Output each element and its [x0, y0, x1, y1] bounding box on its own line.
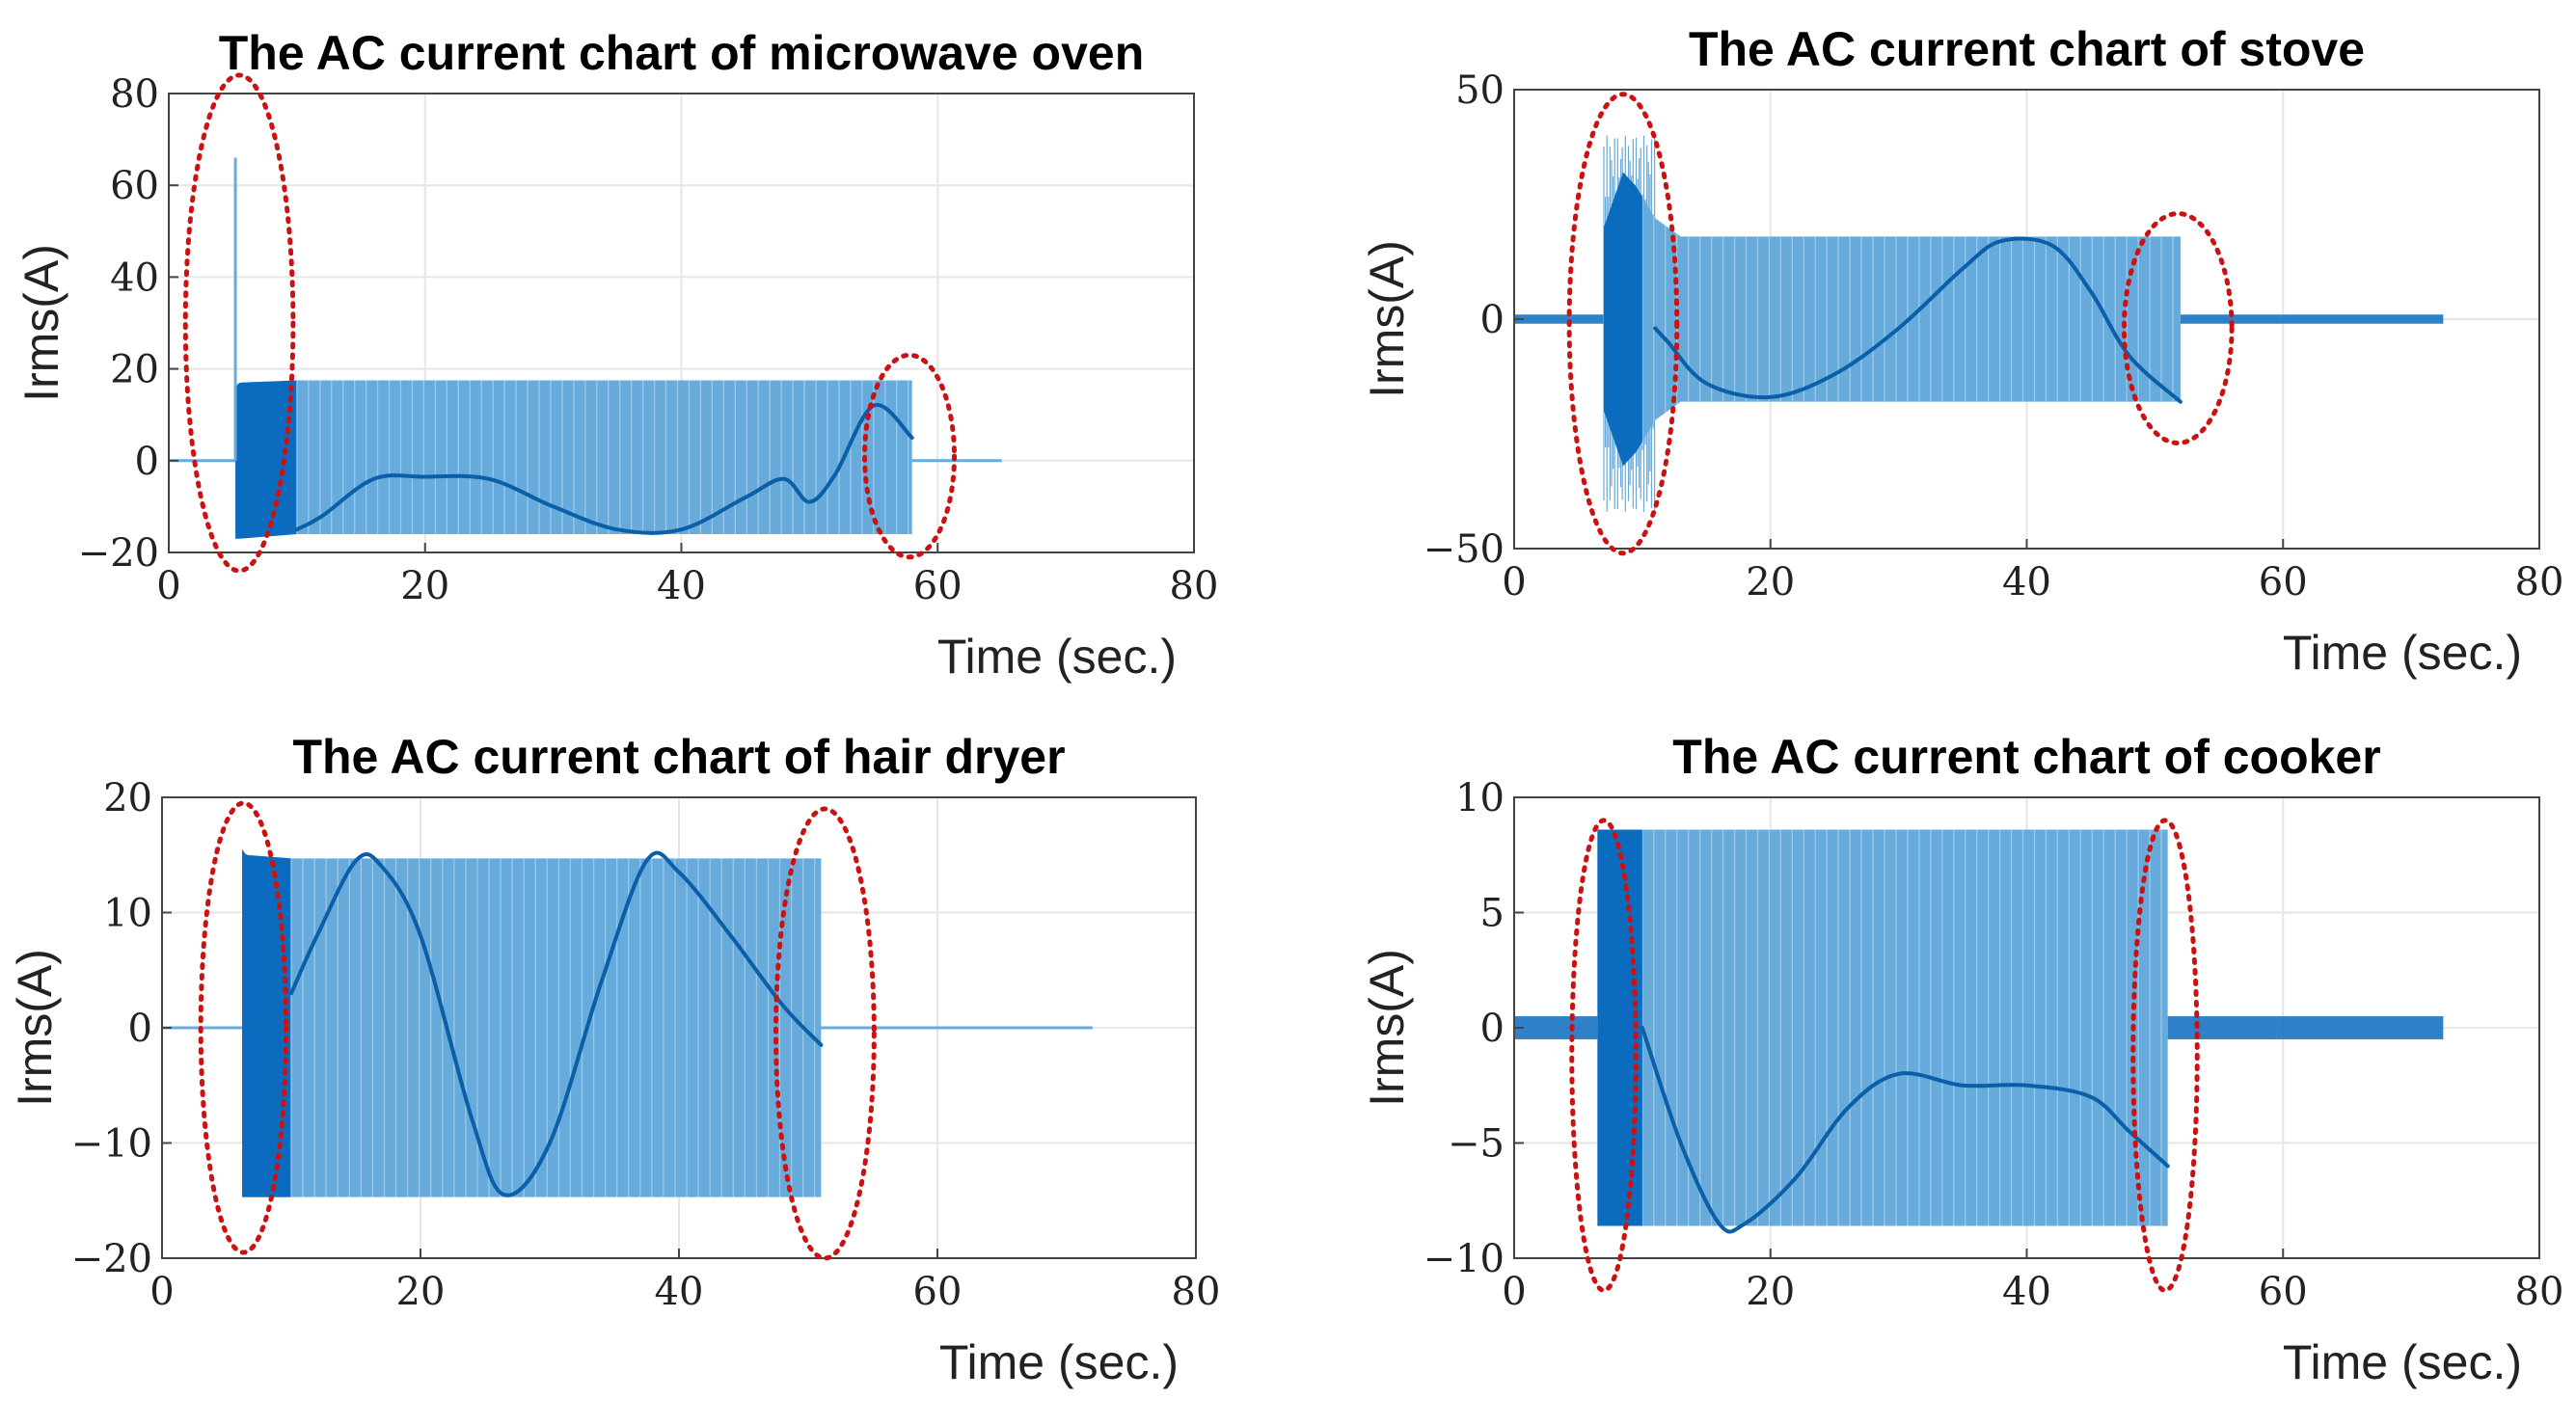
- y-tick-label: 20: [110, 348, 159, 392]
- signal-striations: [290, 858, 816, 1197]
- chart-panel-microwave-oven: 0 20 40 60 80 −20 0 20 40 60 80 The AC current char…: [0, 0, 1288, 713]
- y-tick-label: −20: [78, 531, 159, 576]
- chart-title: The AC current chart of cooker: [1672, 730, 2380, 784]
- highlight-ellipse: [198, 800, 289, 1255]
- chart-hair-dryer: 0 20 40 60 80 −20 −10 0 10 20 The AC current chart…: [8, 730, 1221, 1389]
- chart-panel-stove: 0 20 40 60 80 −50 0 50 The AC current chart of s…: [1360, 22, 2564, 680]
- y-tick-label: −20: [71, 1237, 152, 1281]
- x-tick-label: 40: [655, 1270, 704, 1314]
- y-axis-label: Irms(A): [8, 949, 62, 1107]
- ticks: 0 20 40 60 80 −10 −5 0 5 10: [1424, 776, 2564, 1314]
- signal-striations: [1641, 197, 2174, 442]
- x-tick-label: 40: [657, 564, 706, 608]
- x-axis-label: Time (sec.): [939, 1335, 1179, 1389]
- y-tick-label: 10: [103, 892, 152, 936]
- y-tick-label: −50: [1424, 527, 1505, 572]
- x-tick-label: 60: [2259, 560, 2308, 605]
- x-tick-label: 0: [149, 1270, 174, 1314]
- y-tick-label: −10: [1424, 1237, 1505, 1281]
- x-tick-label: 80: [1170, 564, 1219, 608]
- y-tick-label: 10: [1455, 776, 1505, 820]
- y-tick-label: −10: [71, 1122, 152, 1167]
- x-tick-label: 20: [396, 1270, 446, 1314]
- center-trace: [1640, 1026, 2170, 1234]
- highlight-ellipse: [1566, 92, 1680, 556]
- x-axis-label: Time (sec.): [937, 630, 1177, 684]
- highlight-ellipse: [773, 806, 877, 1261]
- x-tick-label: 80: [2515, 560, 2564, 605]
- y-axis-label: Irms(A): [14, 244, 68, 402]
- center-trace: [1653, 236, 2183, 404]
- x-tick-label: 80: [2515, 1270, 2564, 1314]
- x-tick-label: 20: [1746, 1270, 1795, 1314]
- x-tick-label: 0: [1502, 1270, 1526, 1314]
- center-trace: [294, 403, 914, 535]
- highlight-ellipse: [1569, 818, 1639, 1293]
- y-tick-label: −5: [1448, 1122, 1505, 1167]
- chart-title: The AC current chart of stove: [1689, 22, 2365, 76]
- x-tick-label: 60: [913, 564, 963, 608]
- chart-title: The AC current chart of hair dryer: [292, 730, 1065, 784]
- y-tick-label: 0: [128, 1007, 152, 1051]
- x-tick-label: 60: [2259, 1270, 2308, 1314]
- x-tick-label: 0: [1502, 560, 1526, 605]
- startup-dense-region: [1604, 172, 1642, 467]
- y-tick-label: 80: [110, 72, 159, 117]
- y-tick-label: 0: [1480, 1007, 1505, 1051]
- chart-panel-hair-dryer: 0 20 40 60 80 −20 −10 0 10 20 The AC current chart…: [8, 730, 1221, 1389]
- idle-signal: [1514, 314, 1605, 324]
- startup-dense-region: [235, 380, 297, 539]
- x-tick-label: 40: [2002, 560, 2051, 605]
- idle-signal: [2180, 314, 2444, 324]
- highlight-ellipse: [862, 352, 958, 560]
- chart-title: The AC current chart of microwave oven: [219, 26, 1145, 80]
- signal-envelope: [1604, 172, 2181, 467]
- signal-envelope: [242, 848, 822, 1197]
- signal-striations: [296, 380, 909, 534]
- highlight-ellipse: [2121, 211, 2235, 446]
- x-tick-label: 20: [1746, 560, 1795, 605]
- highlight-ellipse: [2130, 818, 2200, 1293]
- y-tick-label: 60: [110, 164, 159, 208]
- y-axis-label: Irms(A): [1360, 240, 1414, 398]
- highlight-ellipse: [182, 72, 296, 574]
- startup-dense-region: [242, 848, 291, 1197]
- x-tick-label: 60: [913, 1270, 963, 1314]
- x-tick-label: 80: [1172, 1270, 1221, 1314]
- y-tick-label: 50: [1455, 68, 1505, 113]
- y-axis-label: Irms(A): [1360, 949, 1414, 1107]
- idle-signal: [2167, 1016, 2444, 1039]
- x-axis-label: Time (sec.): [2283, 1335, 2522, 1389]
- y-tick-label: 20: [103, 776, 152, 820]
- ticks: 0 20 40 60 80 −20 −10 0 10 20: [71, 776, 1221, 1314]
- x-tick-label: 0: [156, 564, 180, 608]
- x-axis-label: Time (sec.): [2283, 626, 2522, 680]
- y-tick-label: 0: [1480, 298, 1505, 342]
- x-tick-label: 40: [2002, 1270, 2051, 1314]
- y-tick-label: 0: [135, 440, 159, 484]
- x-tick-label: 20: [400, 564, 449, 608]
- y-tick-label: 40: [110, 255, 159, 300]
- idle-signal: [1514, 1016, 1598, 1039]
- y-tick-label: 5: [1480, 892, 1505, 936]
- center-trace: [289, 850, 824, 1197]
- signal-envelope: [1597, 829, 2168, 1226]
